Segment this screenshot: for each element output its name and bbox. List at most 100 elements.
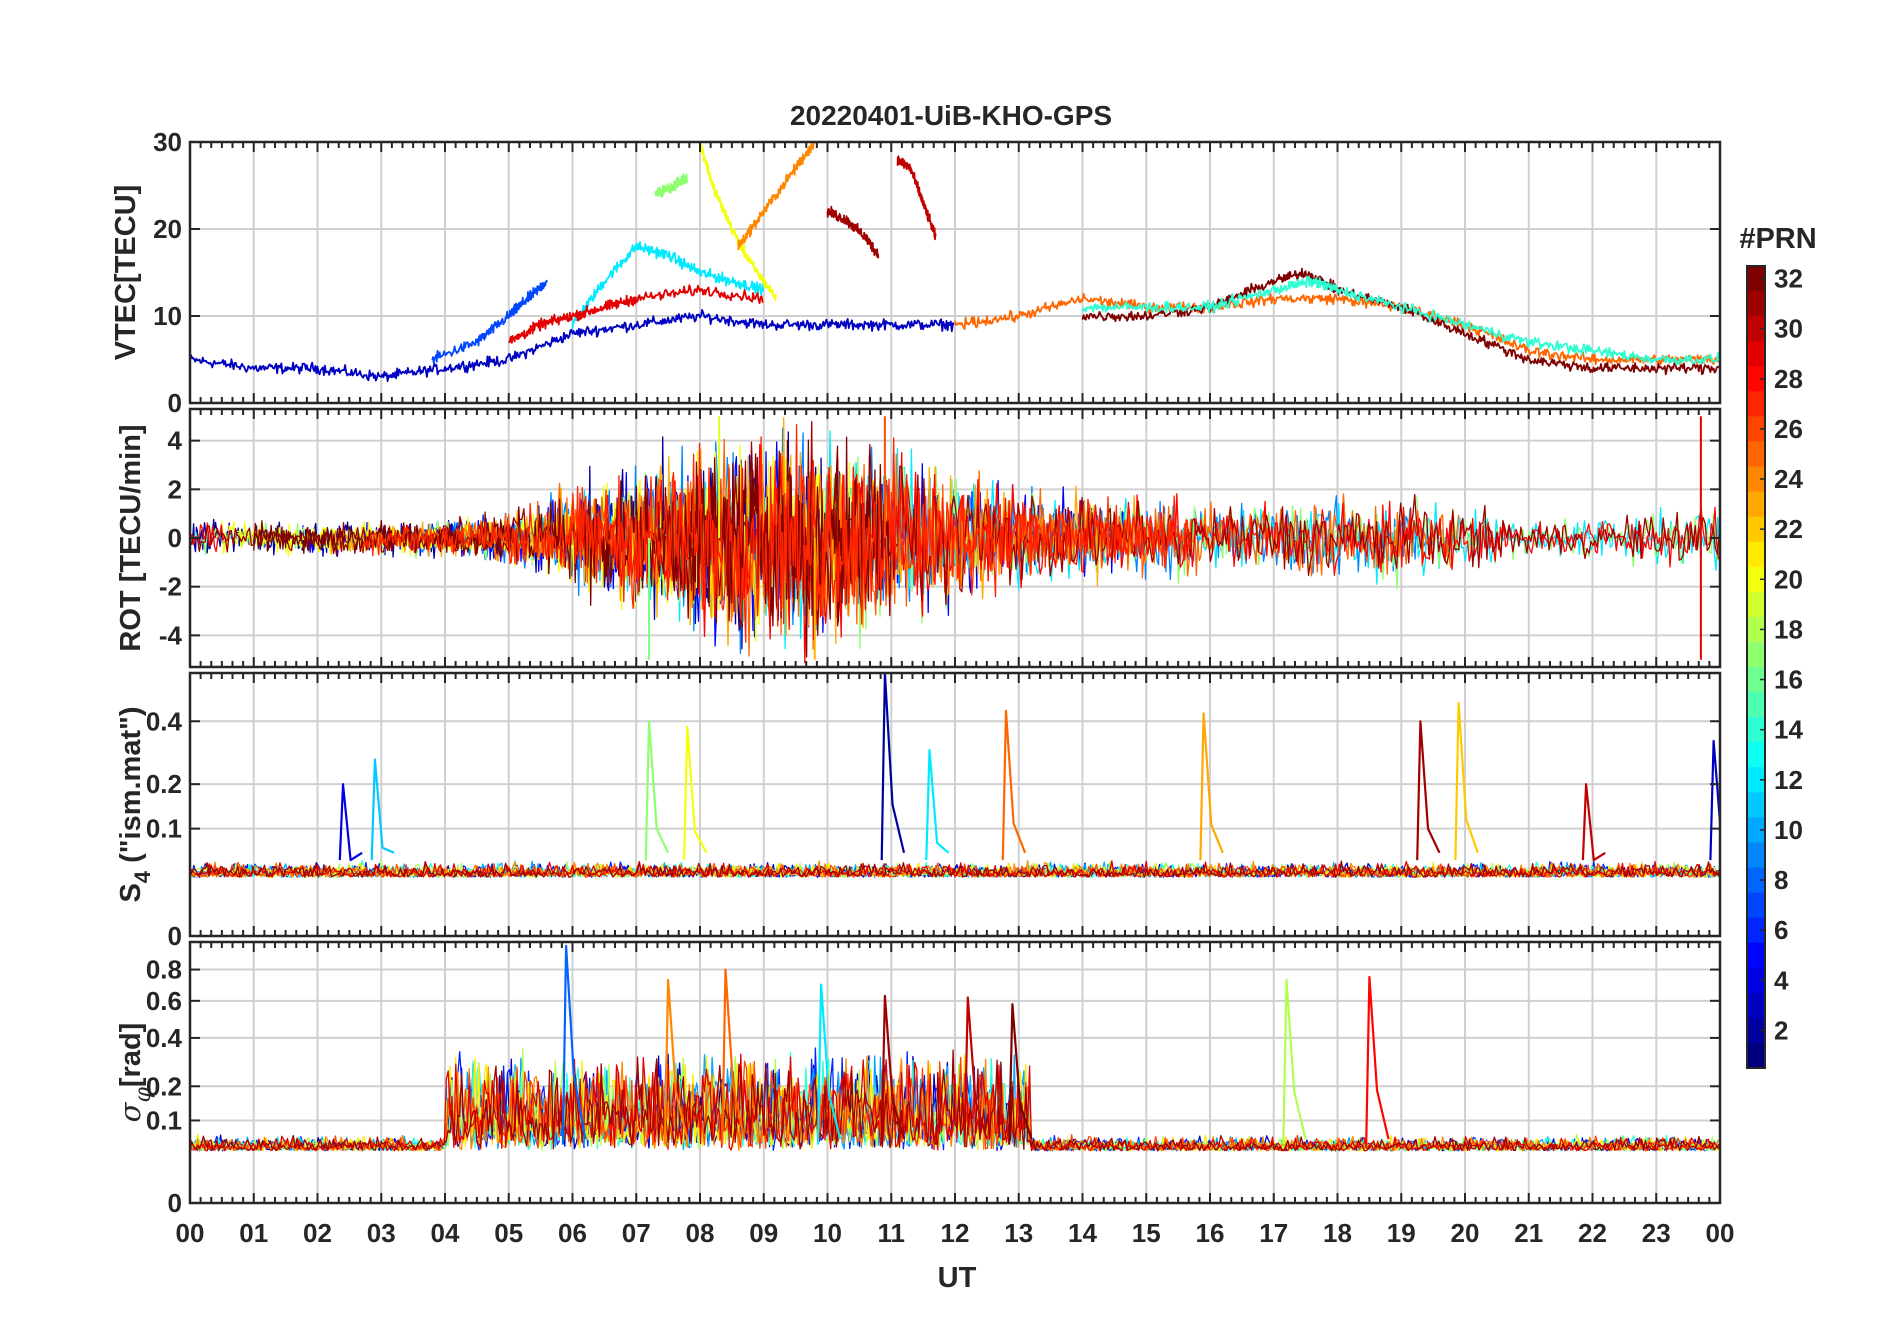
ylabel-main: σ: [113, 1101, 147, 1122]
s4-spike-11: [1709, 739, 1720, 861]
xtick-9: 09: [749, 1218, 778, 1248]
ytick-sigma-2: 0.4: [146, 1023, 183, 1053]
sigma-spike-1: [663, 978, 689, 1145]
ytick-rot-4: -4: [159, 620, 183, 650]
colorbar-cell-18: [1747, 616, 1765, 643]
ylabel-main: S: [115, 883, 147, 902]
colorbar-cell-5: [1747, 942, 1765, 969]
colorbar-cell-25: [1747, 441, 1765, 467]
s4-spike-0: [338, 783, 363, 862]
ylabel-rot: ROT [TECU/min]: [115, 424, 147, 651]
s4-spike-7: [1199, 712, 1224, 861]
series-prn-29: [507, 284, 764, 344]
colorbar-tick-0: 32: [1774, 264, 1803, 294]
xtick-0: 00: [176, 1218, 205, 1248]
colorbar-cell-10: [1747, 817, 1765, 843]
colorbar-frame: [1746, 265, 1766, 1069]
series-prn-24: [737, 142, 816, 251]
data-sigma: [190, 944, 1720, 1152]
colorbar-cell-3: [1747, 992, 1765, 1019]
panel-rot: 4 2 0 -2 -4 ROT [TECU/min]: [115, 407, 1722, 669]
ylabel-rest: [rad]: [115, 1023, 147, 1087]
colorbar-cell-22: [1747, 516, 1765, 543]
ylabel-sub: 4: [130, 870, 155, 883]
xtick-3: 03: [367, 1218, 396, 1248]
data-s4: [190, 673, 1720, 878]
colorbar-tick-6: 20: [1774, 564, 1803, 594]
colorbar-tick-13: 6: [1774, 915, 1788, 945]
ticks-sigma: [189, 942, 1721, 1204]
colorbar-tick-2: 28: [1774, 364, 1803, 394]
ytick-s4-2: 0.1: [146, 814, 182, 844]
colorbar-cell-2: [1747, 1017, 1765, 1044]
xtick-5: 05: [494, 1218, 523, 1248]
xtick-20: 20: [1451, 1218, 1480, 1248]
ytick-vtec-1: 20: [153, 214, 182, 244]
x-axis-label: UT: [938, 1262, 977, 1294]
ylabel-sub: φ: [131, 1087, 156, 1103]
colorbar-tick-10: 12: [1774, 765, 1803, 795]
colorbar-cell-13: [1747, 742, 1765, 768]
colorbar-cell-19: [1747, 591, 1765, 618]
sigma-spike-0: [561, 944, 587, 1145]
series-prn-17: [654, 173, 688, 198]
colorbar-tick-12: 8: [1774, 865, 1788, 895]
colorbar-cell-23: [1747, 491, 1765, 518]
xtick-16: 16: [1196, 1218, 1225, 1248]
colorbar-tick-8: 16: [1774, 665, 1803, 695]
colorbar-cell-7: [1747, 892, 1765, 919]
xtick-4: 04: [431, 1218, 460, 1248]
colorbar-cell-30: [1747, 316, 1765, 342]
s4-spike-8: [1416, 720, 1441, 861]
s4-spike-2: [644, 720, 670, 861]
ytick-vtec-0: 30: [153, 127, 182, 157]
ylabel-vtec: VTEC[TECU]: [110, 185, 142, 361]
series-prn-31: [826, 205, 880, 259]
colorbar-cell-4: [1747, 967, 1765, 994]
xtick-15: 15: [1132, 1218, 1161, 1248]
xtick-17: 17: [1259, 1218, 1288, 1248]
sigma-series-prn-29: [190, 1053, 1720, 1152]
series-prn-7: [431, 279, 548, 364]
colorbar-cell-14: [1747, 717, 1765, 743]
series-prn-30: [896, 155, 937, 241]
ticks-vtec: [189, 141, 1721, 404]
colorbar-cell-15: [1747, 692, 1765, 718]
ytick-vtec-3: 0: [168, 388, 182, 418]
ticks-rot: [189, 409, 1721, 667]
ytick-rot-3: -2: [159, 572, 182, 602]
series-prn-32: [1081, 267, 1720, 376]
ylabel-s4: S4 ("ism.mat"): [115, 706, 155, 902]
colorbar-cell-26: [1747, 416, 1765, 442]
panel-s4: 0.4 0.2 0.1 0 S4 ("ism.mat"): [115, 671, 1722, 951]
chart-title: 20220401-UiB-KHO-GPS: [790, 100, 1112, 131]
s4-spike-3: [683, 725, 708, 861]
colorbar-cell-31: [1747, 291, 1765, 317]
x-tick-labels: 00 01 02 03 04 05 06 07 08 09 10 11 12 13 14 15 16 17 18 19…: [176, 1218, 1735, 1248]
ytick-sigma-4: 0.1: [146, 1105, 182, 1135]
s4-spike-4: [880, 673, 906, 861]
xtick-24: 00: [1706, 1218, 1735, 1248]
colorbar-tick-1: 30: [1774, 314, 1803, 344]
ytick-rot-0: 4: [168, 426, 183, 456]
colorbar-tick-4: 24: [1774, 464, 1803, 494]
s4-spike-5: [925, 748, 950, 861]
sigma-spike-7: [1282, 978, 1307, 1145]
xtick-6: 06: [558, 1218, 587, 1248]
xtick-8: 08: [686, 1218, 715, 1248]
colorbar-tick-15: 2: [1774, 1015, 1788, 1045]
colorbar-cell-21: [1747, 541, 1765, 568]
xtick-1: 01: [239, 1218, 268, 1248]
ytick-rot-2: 0: [168, 523, 182, 553]
xtick-21: 21: [1514, 1218, 1543, 1248]
xtick-23: 23: [1642, 1218, 1671, 1248]
colorbar-tick-11: 10: [1774, 815, 1803, 845]
colorbar-cell-32: [1747, 266, 1765, 292]
colorbar-cell-28: [1747, 366, 1765, 392]
colorbar-cell-12: [1747, 767, 1765, 793]
series-prn-25: [954, 292, 1720, 367]
colorbar-cell-6: [1747, 917, 1765, 944]
xtick-2: 02: [303, 1218, 332, 1248]
